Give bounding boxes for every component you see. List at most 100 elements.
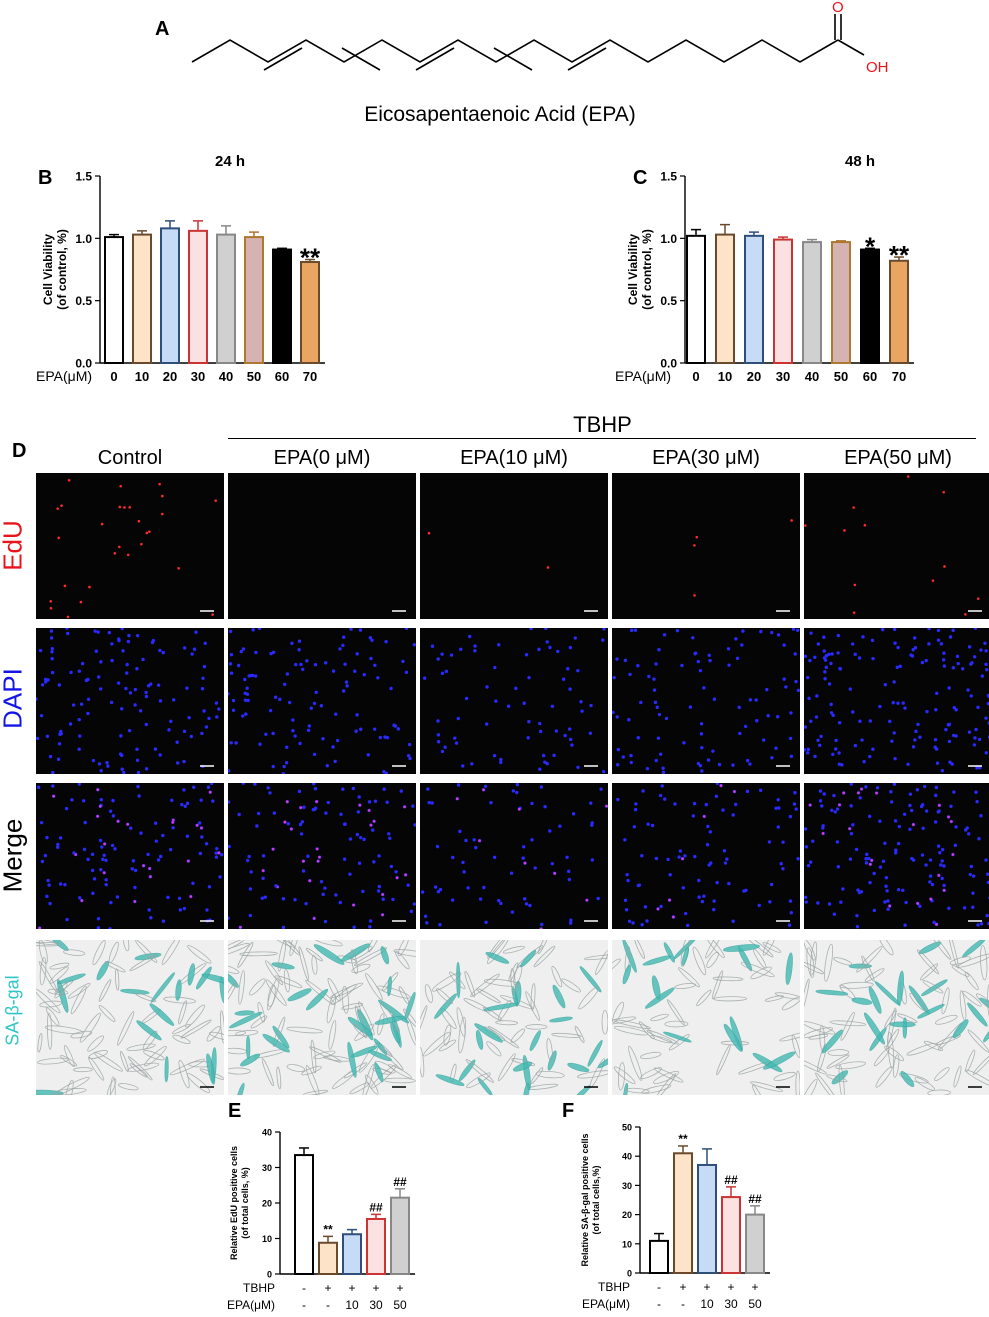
cell-shape [436,988,453,1004]
compound-name: Eicosapentaenoic Acid (EPA) [364,103,636,126]
cell-shape [67,983,91,999]
dapi-nucleus [855,924,860,929]
bar [188,229,208,364]
dapi-nucleus [765,687,769,692]
dapi-nucleus [969,662,973,666]
dapi-nucleus [228,916,230,920]
cell-shape [374,1015,405,1025]
cell-shape [712,970,724,1000]
dapi-nucleus [714,794,719,798]
cell-shape [228,981,237,1007]
cell-shape [622,964,632,985]
merged-nucleus [404,873,407,877]
cell-shape [951,965,970,977]
dapi-nucleus [99,687,103,691]
dapi-nucleus [399,789,403,793]
merged-nucleus [869,863,872,866]
dapi-nucleus [928,874,933,878]
dapi-nucleus [666,857,670,862]
dapi-nucleus [220,852,224,857]
merged-nucleus [605,804,608,808]
edu-nucleus [100,522,104,526]
dapi-nucleus [986,701,989,706]
dapi-nucleus [966,688,970,692]
dapi-nucleus [56,845,60,849]
cell-shape [351,963,371,973]
dapi-nucleus [789,711,793,715]
dapi-nucleus [851,710,855,714]
edu-nucleus [695,535,699,539]
dapi-nucleus [984,649,988,653]
dapi-nucleus [576,668,580,673]
dapi-nucleus [563,733,567,738]
dapi-nucleus [804,827,808,831]
dapi-nucleus [168,847,173,852]
cell-shape [327,977,341,1002]
cell-shape [941,987,950,1015]
bar [132,233,152,364]
dapi-nucleus [426,787,430,791]
cell-shape [129,954,158,972]
dapi-nucleus [920,853,925,857]
dapi-nucleus [944,727,948,732]
condition-value: 10 [345,1298,359,1312]
column-header-control: Control [97,447,163,469]
cell-shape [420,1005,428,1040]
dapi-nucleus [804,895,808,900]
y-tick-label: 0 [627,1269,632,1279]
dapi-nucleus [892,628,897,632]
dapi-nucleus [180,802,184,807]
cell-shape [273,1016,286,1047]
cell-shape [117,1011,135,1046]
cell-shape [250,1015,268,1029]
cell-shape [465,1059,494,1083]
cell-shape [723,1023,743,1052]
cell-shape [143,1050,165,1061]
dapi-nucleus [872,871,876,876]
dapi-nucleus [90,852,95,857]
dapi-nucleus [135,747,139,751]
cell-shape [808,1034,829,1040]
dapi-nucleus [456,716,460,721]
dapi-nucleus [290,641,294,645]
dapi-nucleus [253,674,258,678]
dapi-nucleus [411,804,415,808]
dapi-nucleus [621,755,625,759]
dapi-nucleus [99,797,104,802]
cell-shape [311,955,318,975]
merged-nucleus [848,827,851,830]
micrograph-image [804,628,989,773]
cell-shape [884,1045,905,1062]
dapi-nucleus [623,658,628,663]
dapi-nucleus [430,801,434,805]
dapi-nucleus [313,786,318,791]
dapi-nucleus [406,753,411,758]
dapi-nucleus [892,680,896,684]
dapi-nucleus [104,878,108,882]
dapi-nucleus [304,901,308,906]
dapi-nucleus [368,636,373,640]
merged-nucleus [308,879,312,883]
dapi-nucleus [888,719,892,724]
y-tick-label: 0.5 [660,294,677,308]
cell-shape [583,954,608,961]
edu-nucleus [145,531,149,535]
cell-shape [406,1016,416,1046]
dapi-nucleus [474,845,478,850]
dapi-nucleus [59,729,63,734]
dapi-nucleus [975,799,979,804]
dapi-nucleus [243,677,247,682]
cell-shape [435,1074,465,1086]
cell-shape [791,1034,800,1058]
y-tick-label: 30 [622,1181,632,1191]
dapi-nucleus [793,652,797,656]
dapi-nucleus [925,709,929,714]
micrograph-merge-2 [420,783,608,929]
cell-shape [286,1026,323,1034]
dapi-nucleus [782,677,786,681]
dapi-nucleus [309,706,314,710]
dapi-nucleus [892,731,896,735]
dapi-nucleus [851,823,855,827]
bar [272,248,292,364]
cell-shape [663,1031,692,1043]
